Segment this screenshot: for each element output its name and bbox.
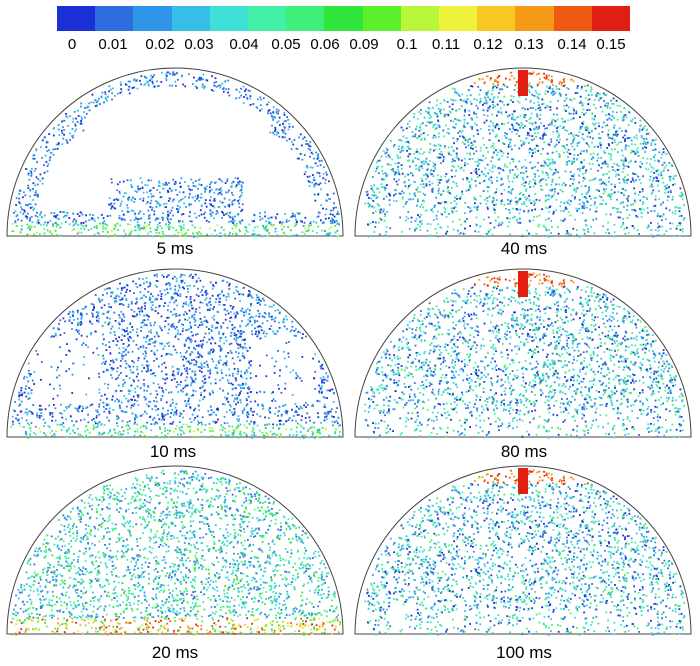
colorbar-label: 0.15	[596, 36, 626, 53]
colorbar-swatch	[400, 6, 440, 31]
caption-10ms: 10 ms	[149, 442, 197, 461]
panel-100ms	[352, 462, 694, 642]
colorbar-swatch	[477, 6, 516, 31]
colorbar-label: 0.09	[349, 36, 379, 53]
colorbar-swatch	[171, 6, 210, 31]
colorbar-label: 0.11	[431, 36, 461, 53]
panel-5ms	[4, 64, 346, 244]
panel-10ms	[4, 265, 346, 445]
colorbar-swatch	[133, 6, 172, 31]
colorbar-label: 0.06	[310, 36, 340, 53]
colorbar-label: 0.14	[557, 36, 587, 53]
panel-20ms	[4, 462, 346, 642]
panel-40ms	[352, 64, 694, 244]
colorbar-swatch	[209, 6, 249, 31]
colorbar-label: 0.13	[514, 36, 544, 53]
colorbar-swatch	[553, 6, 592, 31]
colorbar-swatch	[439, 6, 478, 31]
colorbar-swatch	[591, 6, 631, 31]
caption-5ms: 5 ms	[156, 239, 194, 258]
caption-80ms: 80 ms	[500, 442, 548, 461]
jet-marker	[518, 271, 528, 297]
colorbar	[57, 6, 631, 31]
colorbar-swatch	[362, 6, 401, 31]
panel-80ms	[352, 265, 694, 445]
colorbar-swatch	[286, 6, 325, 31]
colorbar-swatch	[95, 6, 134, 31]
jet-marker	[518, 70, 528, 96]
colorbar-label: 0	[67, 36, 77, 53]
chamber-outline	[6, 67, 344, 237]
colorbar-swatch	[248, 6, 287, 31]
jet-marker	[518, 468, 528, 494]
caption-100ms: 100 ms	[496, 643, 552, 662]
colorbar-labels: 0 0.01 0.02 0.03 0.04 0.05 0.06 0.09 0.1 0.11 0.12…	[0, 36, 700, 56]
colorbar-swatch	[515, 6, 554, 31]
caption-40ms: 40 ms	[500, 239, 548, 258]
caption-20ms: 20 ms	[151, 643, 199, 662]
colorbar-swatch	[324, 6, 363, 31]
colorbar-label: 0.03	[184, 36, 214, 53]
colorbar-label: 0.02	[145, 36, 175, 53]
colorbar-swatch	[57, 6, 96, 31]
colorbar-label: 0.12	[473, 36, 503, 53]
colorbar-label: 0.01	[98, 36, 128, 53]
colorbar-label: 0.04	[229, 36, 259, 53]
colorbar-label: 0.05	[271, 36, 301, 53]
colorbar-label: 0.1	[396, 36, 418, 53]
